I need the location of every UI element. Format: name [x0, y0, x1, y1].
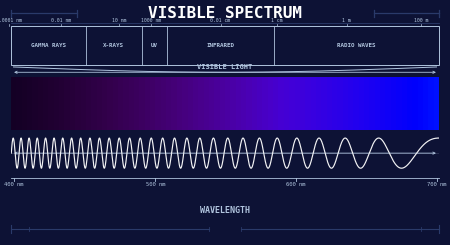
Text: WAVELENGTH: WAVELENGTH: [200, 206, 250, 215]
Text: UV: UV: [151, 43, 158, 48]
Text: 500 nm: 500 nm: [145, 182, 165, 187]
Text: 0.0001 nm: 0.0001 nm: [0, 18, 22, 23]
Text: INFRARED: INFRARED: [207, 43, 235, 48]
Text: RADIO WAVES: RADIO WAVES: [337, 43, 376, 48]
Bar: [11, 26, 439, 65]
Text: VISIBLE LIGHT: VISIBLE LIGHT: [198, 64, 252, 70]
Text: 600 nm: 600 nm: [286, 182, 306, 187]
Text: 1 m: 1 m: [342, 18, 351, 23]
Text: GAMMA RAYS: GAMMA RAYS: [31, 43, 66, 48]
Text: VISIBLE SPECTRUM: VISIBLE SPECTRUM: [148, 6, 302, 21]
Text: 100 m: 100 m: [414, 18, 428, 23]
Text: X-RAYS: X-RAYS: [104, 43, 124, 48]
Text: 700 nm: 700 nm: [427, 182, 446, 187]
Text: 1000 nm: 1000 nm: [141, 18, 161, 23]
Text: 400 nm: 400 nm: [4, 182, 23, 187]
Text: 0.01 cm: 0.01 cm: [211, 18, 230, 23]
Text: 1 cm: 1 cm: [271, 18, 283, 23]
Text: 0.01 nm: 0.01 nm: [51, 18, 71, 23]
Text: 10 nm: 10 nm: [112, 18, 126, 23]
